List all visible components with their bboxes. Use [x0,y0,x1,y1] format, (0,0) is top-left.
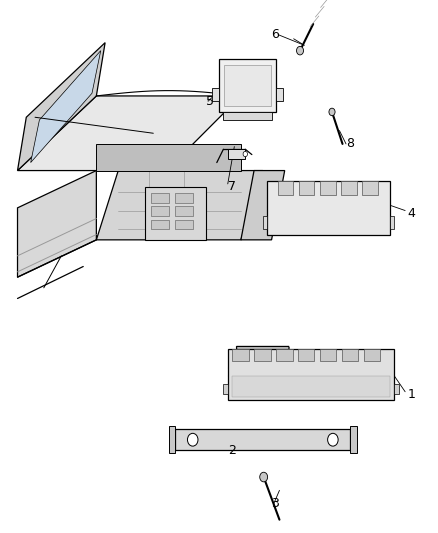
FancyBboxPatch shape [228,349,394,400]
FancyBboxPatch shape [320,349,336,361]
Text: 2: 2 [228,444,236,457]
Text: 1: 1 [407,388,415,401]
Polygon shape [96,171,263,240]
Text: 4: 4 [407,207,415,220]
FancyBboxPatch shape [342,349,358,361]
Circle shape [297,46,304,55]
Circle shape [260,472,268,482]
Polygon shape [241,171,285,240]
FancyBboxPatch shape [212,88,219,101]
FancyBboxPatch shape [362,181,378,195]
Text: 8: 8 [346,138,354,150]
Polygon shape [18,96,241,171]
FancyBboxPatch shape [394,384,399,394]
Polygon shape [145,187,206,240]
FancyBboxPatch shape [350,426,357,453]
Polygon shape [96,144,241,171]
FancyBboxPatch shape [276,349,293,361]
FancyBboxPatch shape [151,193,169,203]
Circle shape [187,433,198,446]
Polygon shape [18,43,105,171]
Text: 6: 6 [272,28,279,41]
FancyBboxPatch shape [320,181,336,195]
FancyBboxPatch shape [254,349,271,361]
Polygon shape [237,346,289,378]
FancyBboxPatch shape [175,206,193,216]
FancyBboxPatch shape [228,149,245,159]
Polygon shape [18,171,96,277]
FancyBboxPatch shape [390,216,394,229]
FancyBboxPatch shape [341,181,357,195]
FancyBboxPatch shape [223,112,272,120]
FancyBboxPatch shape [151,206,169,216]
FancyBboxPatch shape [223,384,228,394]
FancyBboxPatch shape [224,65,271,106]
FancyBboxPatch shape [151,220,169,229]
FancyBboxPatch shape [298,349,314,361]
FancyBboxPatch shape [278,181,293,195]
Text: 3: 3 [272,497,279,510]
FancyBboxPatch shape [169,426,175,453]
FancyBboxPatch shape [232,376,390,397]
FancyBboxPatch shape [364,349,380,361]
FancyBboxPatch shape [219,59,276,112]
FancyBboxPatch shape [299,181,314,195]
FancyBboxPatch shape [175,193,193,203]
FancyBboxPatch shape [263,216,267,229]
Text: 5: 5 [206,95,214,108]
Circle shape [243,151,247,157]
Circle shape [328,433,338,446]
FancyBboxPatch shape [175,429,350,450]
FancyBboxPatch shape [267,181,390,235]
FancyBboxPatch shape [276,88,283,101]
Polygon shape [31,51,101,163]
Circle shape [329,108,335,116]
FancyBboxPatch shape [232,349,249,361]
FancyBboxPatch shape [175,220,193,229]
Text: 7: 7 [228,180,236,193]
